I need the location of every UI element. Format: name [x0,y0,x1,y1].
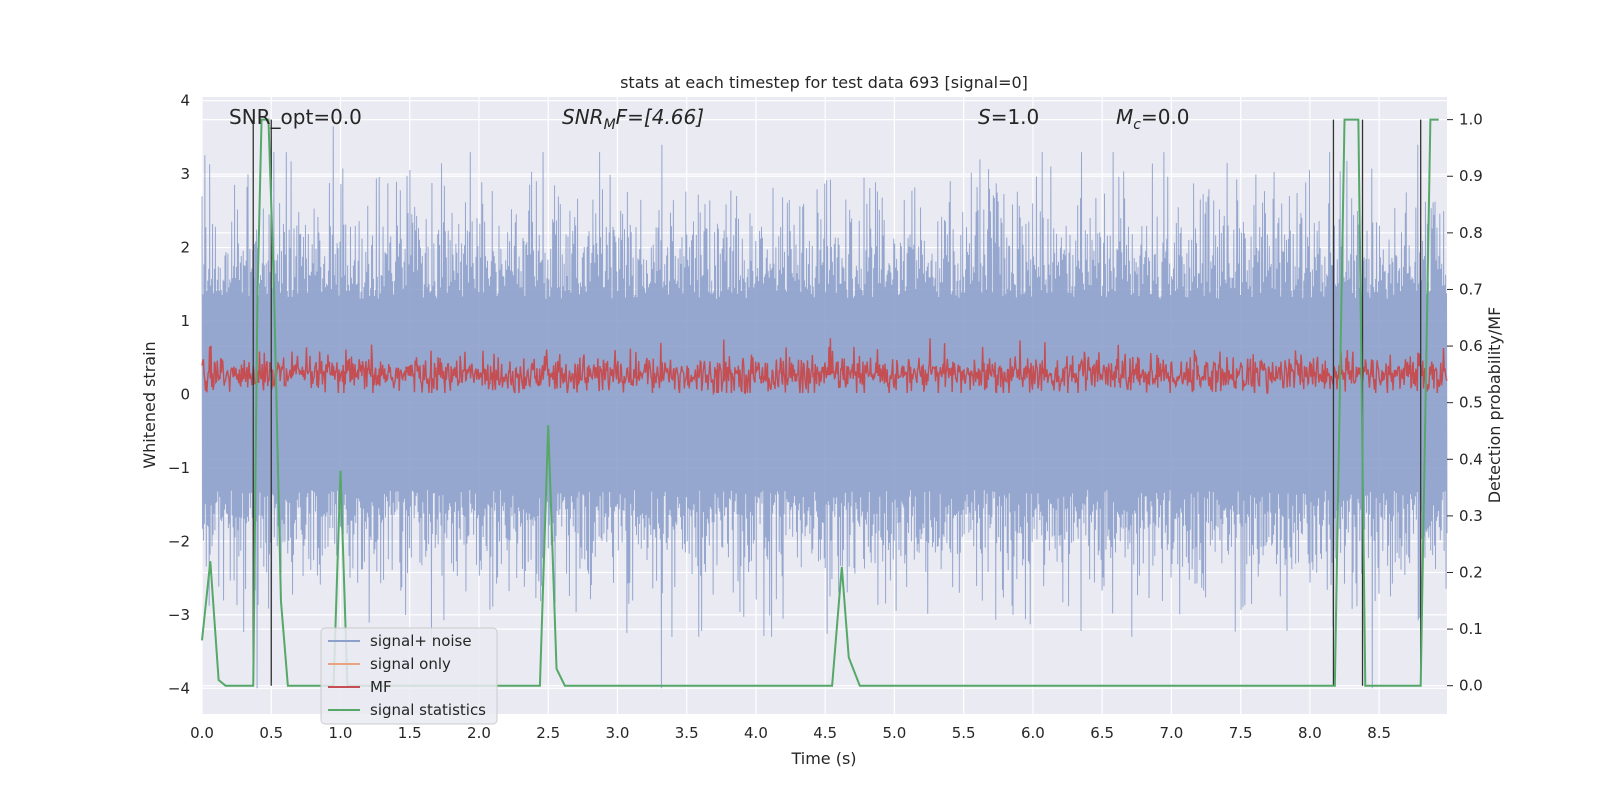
y-left-tick-label: 1 [180,312,190,330]
y-left-tick-label: −2 [168,532,190,550]
y-right-tick-label: 0.8 [1459,224,1483,242]
x-tick-label: 3.0 [606,724,630,742]
annotation-snr-opt: SNR_opt=0.0 [229,105,362,129]
y-axis-label: Whitened strain [140,341,159,468]
legend-label-signal-noise: signal+ noise [370,632,472,650]
y-left-tick-label: 4 [180,92,190,110]
x-tick-label: 3.5 [675,724,699,742]
x-tick-label: 6.0 [1021,724,1045,742]
y-left-tick-label: 3 [180,165,190,183]
y-right-tick-label: 0.7 [1459,280,1483,298]
x-tick-label: 1.0 [329,724,353,742]
series-signal-statistics [201,118,1439,687]
x-tick-label: 5.5 [952,724,976,742]
y-right-tick-labels: 0.0 0.1 0.2 0.3 0.4 0.5 0.6 0.7 0.8 0.9 1.0 [1447,111,1483,695]
x-tick-label: 4.5 [813,724,837,742]
y-right-tick-label: 0.5 [1459,394,1483,412]
x-tick-label: 2.0 [467,724,491,742]
annotation-snr-mf: SNRMF=[4.66] [562,105,704,133]
y-right-tick-label: 0.9 [1459,167,1483,185]
y-right-tick-label: 0.1 [1459,620,1483,638]
x-tick-label: 5.0 [883,724,907,742]
y-left-tick-label: 0 [180,385,190,403]
x-tick-label: 7.5 [1229,724,1253,742]
chart-title: stats at each timestep for test data 693… [620,73,1028,92]
x-tick-label: 7.0 [1159,724,1183,742]
legend-label-signal-statistics: signal statistics [370,701,486,719]
y-right-tick-label: 1.0 [1459,111,1483,129]
y-right-tick-label: 0.0 [1459,677,1483,695]
legend-label-mf: MF [370,678,392,696]
annotation-s: S=1.0 [978,105,1039,129]
legend-box [320,627,498,725]
signal-statistics-line [201,118,1439,687]
y-left-tick-labels: −4 −3 −2 −1 0 1 2 3 4 [168,92,190,698]
y-left-tick-label: −1 [168,459,190,477]
x-tick-label: 8.5 [1367,724,1391,742]
y-right-tick-label: 0.6 [1459,337,1483,355]
x-tick-label: 6.5 [1090,724,1114,742]
legend: signal+ noise signal only MF signal stat… [320,627,498,725]
x-tick-label: 0.5 [259,724,283,742]
x-tick-label: 0.0 [190,724,214,742]
y-right-axis-label: Detection probability/MF [1485,307,1504,504]
x-tick-label: 8.0 [1298,724,1322,742]
y-right-tick-label: 0.3 [1459,507,1483,525]
x-tick-label: 4.0 [744,724,768,742]
series-mf [201,338,1448,396]
x-axis-label: Time (s) [790,749,856,768]
y-right-tick-label: 0.2 [1459,563,1483,581]
legend-label-signal-only: signal only [370,655,451,673]
x-tick-label: 2.5 [536,724,560,742]
y-right-tick-label: 0.4 [1459,450,1483,468]
mf-line [201,338,1448,396]
y-left-tick-label: −3 [168,606,190,624]
x-tick-label: 1.5 [398,724,422,742]
y-left-tick-label: −4 [168,679,190,697]
annotation-mc: Mc=0.0 [1116,105,1190,133]
y-left-tick-label: 2 [180,239,190,257]
x-tick-labels: 0.0 0.5 1.0 1.5 2.0 2.5 3.0 3.5 4.0 4.5 5.0 5.5 6.0 6… [190,724,1391,742]
